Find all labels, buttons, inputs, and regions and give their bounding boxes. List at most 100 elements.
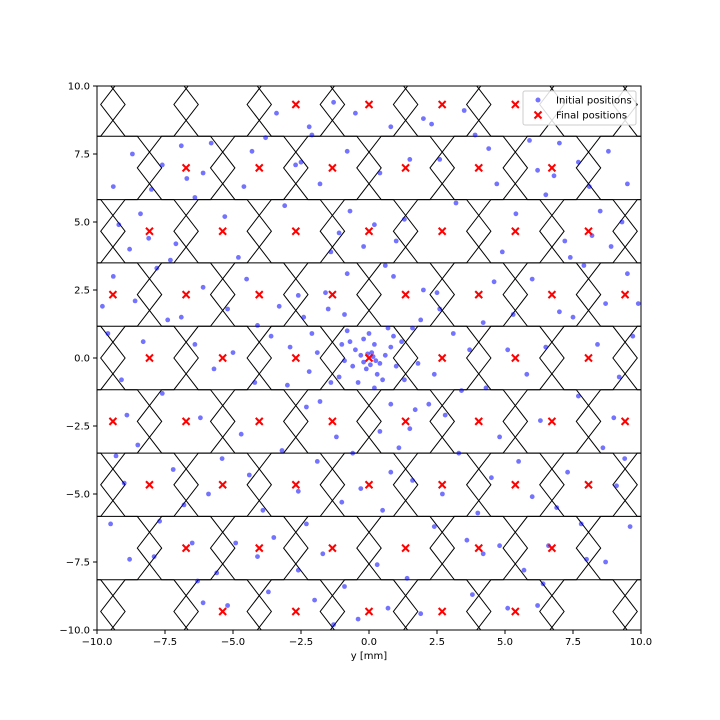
initial-position-point [149, 187, 154, 192]
final-position-point [401, 290, 410, 299]
initial-position-point [124, 412, 130, 418]
final-position-point [437, 353, 447, 363]
x-axis-label: y [mm] [351, 651, 387, 662]
initial-position-point [505, 347, 511, 353]
initial-position-point [130, 151, 135, 157]
final-position-point [255, 290, 264, 299]
final-position-point [437, 227, 447, 236]
initial-position-point [543, 192, 549, 198]
final-position-point [181, 163, 191, 173]
initial-position-point [293, 162, 298, 168]
final-position-point [108, 417, 118, 426]
initial-position-point [119, 377, 124, 383]
final-position-point [401, 543, 410, 553]
initial-position-point [263, 135, 268, 141]
initial-position-point [467, 347, 472, 353]
initial-position-point [627, 524, 633, 529]
initial-position-point [494, 181, 500, 187]
initial-position-point [625, 271, 630, 277]
initial-position-point [339, 342, 345, 347]
initial-position-point [252, 380, 258, 385]
initial-position-point [184, 176, 190, 181]
final-positions-series [108, 100, 630, 616]
final-position-point [620, 290, 630, 299]
initial-position-point [342, 584, 347, 589]
initial-position-point [165, 317, 171, 323]
initial-position-point [168, 257, 173, 263]
y-axis: −10.0 −7.5 −5.0 −2.5 0.0 2.5 5.0 7.5 10.0 [59, 82, 97, 637]
initial-position-point [543, 344, 549, 350]
initial-position-point [132, 298, 138, 304]
initial-position-point [238, 431, 244, 437]
hexagon-cell [319, 86, 419, 137]
initial-position-point [306, 124, 312, 130]
final-position-point [401, 163, 410, 173]
initial-position-point [336, 230, 342, 236]
final-position-point [511, 480, 520, 489]
initial-position-point [480, 320, 486, 325]
final-position-point [291, 353, 301, 363]
initial-position-point [225, 603, 231, 608]
initial-position-point [586, 184, 592, 190]
initial-position-point [611, 415, 617, 421]
initial-position-point [140, 339, 146, 345]
initial-position-point [625, 181, 630, 187]
initial-position-point [244, 276, 250, 282]
initial-position-point [306, 369, 312, 374]
initial-position-point [342, 312, 347, 317]
initial-position-point [565, 469, 570, 475]
legend-final-marker [533, 110, 543, 120]
initial-position-point [535, 167, 540, 173]
y-tick-label: −7.5 [66, 558, 90, 569]
final-position-point [474, 417, 483, 426]
initial-position-point [314, 350, 320, 355]
initial-position-point [388, 401, 394, 407]
initial-position-point [342, 358, 347, 364]
initial-position-point [314, 459, 320, 464]
initial-position-point [373, 358, 379, 364]
final-position-point [547, 417, 557, 426]
initial-position-point [249, 148, 255, 154]
hexagon-cell [392, 86, 492, 137]
initial-position-point [377, 429, 383, 434]
initial-position-point [304, 521, 309, 527]
final-position-point [328, 543, 337, 553]
initial-position-point [576, 393, 581, 399]
initial-position-point [301, 314, 307, 320]
legend-final-label: Final positions [556, 111, 627, 122]
initial-position-point [377, 170, 383, 176]
initial-position-point [581, 263, 587, 268]
initial-position-point [516, 459, 521, 464]
initial-position-point [388, 344, 394, 350]
initial-position-point [178, 143, 184, 149]
initial-position-point [233, 540, 239, 546]
initial-position-point [127, 556, 132, 562]
initial-position-point [385, 325, 391, 331]
initial-position-point [309, 132, 315, 138]
initial-position-point [298, 159, 304, 165]
final-position-point [364, 480, 374, 489]
x-tick-label: 10.0 [630, 637, 652, 648]
final-position-point [511, 607, 520, 616]
initial-position-point [108, 521, 113, 527]
initial-position-point [230, 350, 236, 355]
initial-position-point [622, 456, 628, 461]
final-position-point [328, 290, 337, 299]
final-position-point [364, 100, 374, 109]
y-tick-label: 5.0 [74, 218, 90, 229]
initial-position-point [325, 306, 331, 312]
initial-position-point [350, 450, 356, 456]
initial-position-point [116, 222, 122, 228]
initial-position-point [475, 510, 481, 516]
initial-position-point [377, 361, 383, 366]
initial-position-point [295, 567, 301, 573]
initial-position-point [391, 274, 396, 279]
initial-position-point [295, 488, 301, 494]
hexagon-cell [575, 389, 641, 454]
initial-position-point [271, 535, 277, 540]
initial-position-point [206, 491, 211, 497]
initial-position-point [192, 342, 198, 347]
initial-position-point [369, 350, 375, 355]
initial-position-point [470, 592, 475, 597]
initial-position-point [222, 214, 228, 220]
